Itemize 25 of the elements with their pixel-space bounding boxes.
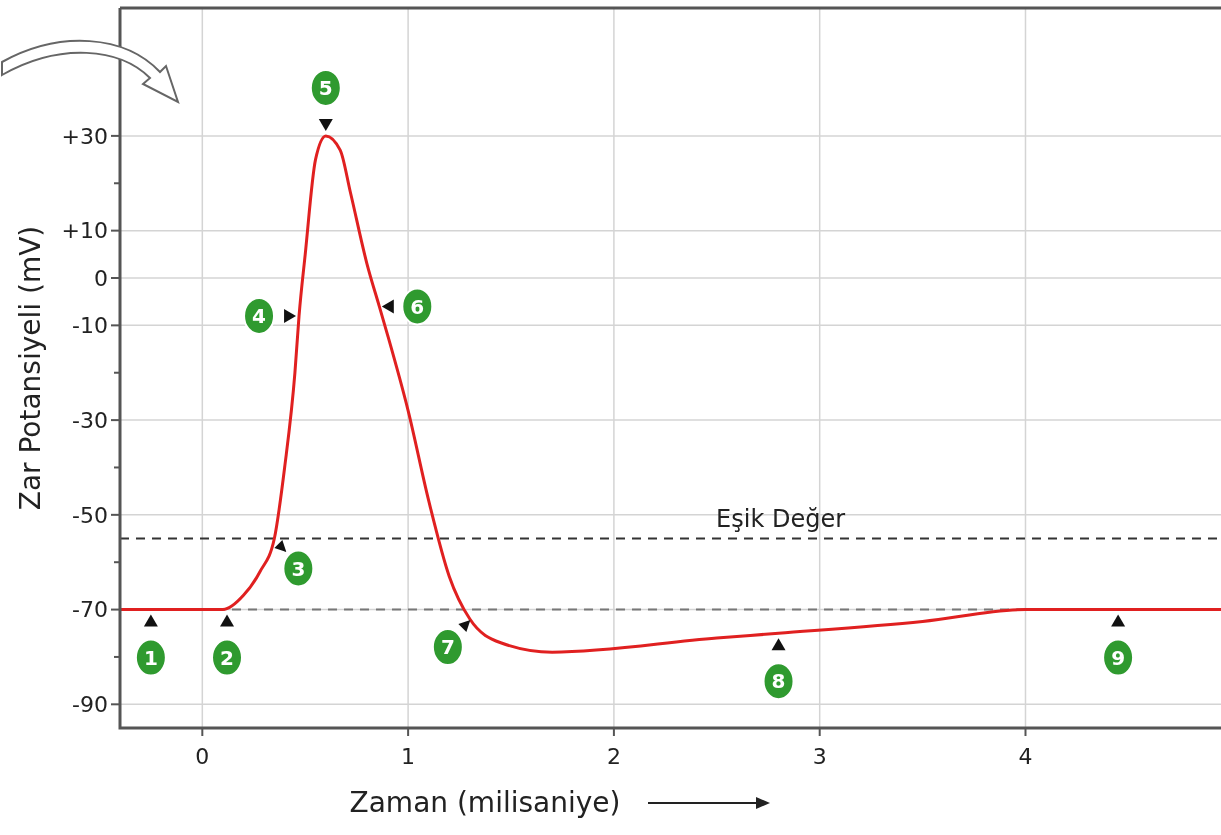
x-tick-label: 4	[1018, 744, 1033, 769]
x-tick-label: 1	[401, 744, 416, 769]
y-tick-label: -90	[72, 692, 108, 718]
y-tick-label: -70	[72, 597, 108, 623]
y-axis-title: Zar Potansiyeli (mV)	[14, 225, 47, 511]
annotation: 6	[410, 294, 425, 319]
x-tick-label: 0	[195, 744, 210, 769]
x-tick-label: 3	[812, 744, 827, 769]
y-tick-label: +10	[61, 218, 108, 244]
x-axis-title: Zaman (milisaniye)	[349, 786, 621, 819]
annotation: 9	[1111, 645, 1126, 670]
y-tick-label: +30	[61, 123, 108, 149]
y-tick-label: -30	[72, 407, 108, 433]
annotation: 5	[318, 76, 333, 101]
annotation: 2	[220, 645, 234, 670]
annotation: 7	[440, 635, 455, 660]
x-tick-label: 2	[606, 744, 621, 769]
annotation: 3	[291, 556, 306, 581]
y-tick-label: -10	[72, 313, 108, 339]
annotation: 8	[771, 669, 786, 694]
y-tick-label: 0	[94, 265, 108, 291]
ref-line-label: Eşik Değer	[716, 504, 846, 533]
y-tick-label: -50	[72, 502, 108, 528]
annotation: 1	[143, 645, 158, 670]
annotation: 4	[252, 304, 266, 329]
